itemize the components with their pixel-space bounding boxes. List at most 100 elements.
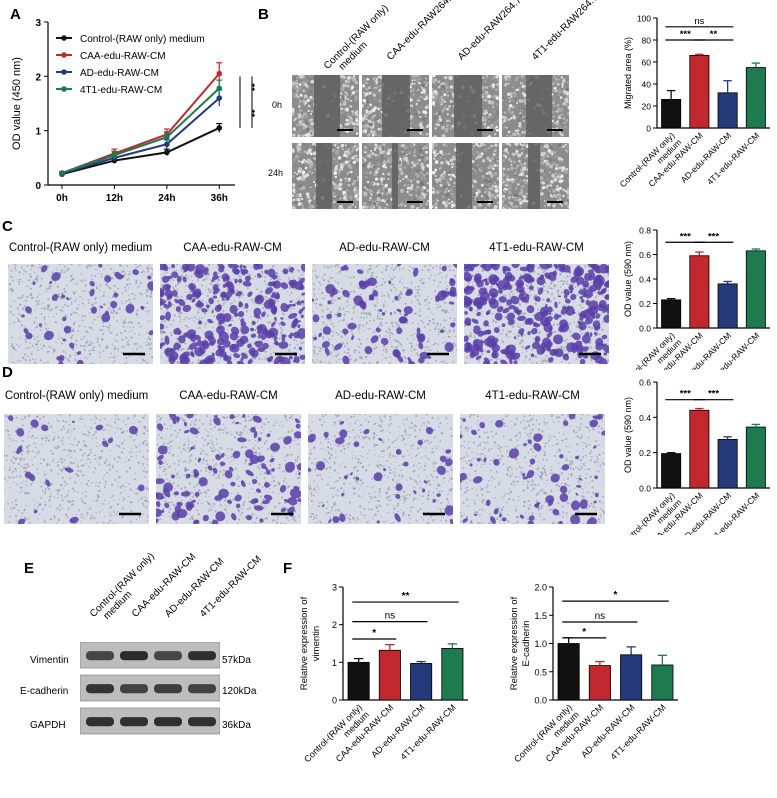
cell-speck	[420, 162, 424, 167]
membrane-pore	[204, 289, 207, 291]
membrane-pore	[152, 329, 153, 331]
stained-cell	[182, 304, 192, 313]
membrane-pore	[60, 309, 64, 312]
cell-speck	[367, 150, 371, 154]
membrane-pore	[10, 275, 13, 278]
cell-speck	[307, 159, 312, 163]
stained-cell	[160, 298, 166, 305]
cell-speck	[301, 81, 305, 85]
cell-speck	[449, 158, 454, 163]
cell-speck	[362, 170, 365, 174]
membrane-pore	[381, 271, 384, 274]
cell-speck	[351, 110, 354, 113]
stained-cell	[290, 279, 298, 289]
cell-speck	[540, 192, 544, 196]
membrane-pore	[22, 294, 24, 296]
membrane-pore	[209, 304, 212, 307]
membrane-pore	[99, 284, 102, 287]
membrane-pore	[43, 362, 46, 364]
membrane-pore	[110, 310, 112, 312]
membrane-pore	[321, 297, 324, 300]
a-data-point	[59, 170, 65, 176]
cell-speck	[367, 143, 372, 146]
cell-speck	[563, 199, 567, 203]
stained-cell	[89, 280, 95, 287]
cell-speck	[514, 184, 518, 188]
membrane-pore	[358, 338, 360, 340]
membrane-pore	[240, 325, 243, 328]
membrane-pore	[365, 321, 368, 324]
membrane-pore	[413, 312, 416, 315]
cell-speck	[541, 147, 544, 150]
cell-speck	[344, 91, 347, 94]
membrane-pore	[197, 279, 199, 282]
membrane-pore	[369, 264, 371, 267]
membrane-pore	[296, 269, 299, 272]
membrane-pore	[376, 297, 379, 300]
membrane-pore	[81, 319, 84, 322]
membrane-pore	[315, 297, 319, 301]
cell-speck	[412, 93, 416, 97]
c-caption-0: Control-(RAW only) medium	[8, 242, 153, 254]
cell-speck	[406, 186, 410, 190]
cell-speck	[432, 202, 435, 205]
cell-speck	[309, 112, 313, 115]
cell-speck	[547, 192, 551, 196]
membrane-pore	[63, 288, 66, 291]
membrane-pore	[439, 305, 442, 308]
membrane-pore	[416, 298, 419, 301]
cell-speck	[298, 120, 303, 124]
membrane-pore	[103, 291, 105, 294]
membrane-pore	[384, 357, 387, 360]
membrane-pore	[272, 265, 275, 268]
stained-cell	[61, 294, 66, 299]
membrane-pore	[145, 332, 148, 335]
membrane-pore	[357, 326, 360, 330]
membrane-pore	[210, 279, 212, 281]
membrane-pore	[118, 307, 121, 310]
stained-cell	[263, 299, 274, 309]
stained-cell	[289, 267, 295, 273]
cell-speck	[441, 98, 445, 102]
stained-cell	[237, 311, 245, 318]
membrane-pore	[265, 286, 268, 289]
cell-speck	[522, 178, 526, 182]
membrane-pore	[30, 329, 32, 331]
membrane-pore	[313, 302, 315, 304]
cell-speck	[297, 169, 302, 174]
membrane-pore	[177, 311, 180, 314]
cell-speck	[399, 202, 404, 207]
membrane-pore	[121, 302, 123, 304]
a-data-point	[164, 134, 170, 140]
membrane-pore	[264, 298, 266, 301]
cell-speck	[503, 171, 507, 175]
cell-speck	[400, 191, 403, 193]
cell-speck	[485, 99, 488, 102]
membrane-pore	[96, 287, 99, 290]
stained-cell	[148, 330, 153, 336]
membrane-pore	[9, 310, 12, 313]
cell-speck	[344, 79, 349, 84]
cell-speck	[552, 206, 555, 209]
cell-speck	[355, 89, 359, 93]
cell-speck	[362, 103, 364, 108]
membrane-pore	[210, 289, 213, 292]
cell-speck	[422, 147, 425, 150]
membrane-pore	[99, 296, 102, 298]
scratch-image-0h	[432, 75, 499, 137]
cell-speck	[296, 91, 298, 93]
cell-speck	[450, 188, 453, 191]
cell-speck	[381, 154, 384, 158]
cell-speck	[331, 164, 335, 167]
cell-speck	[511, 165, 513, 167]
membrane-pore	[365, 323, 367, 325]
membrane-pore	[148, 343, 151, 346]
a-legend-marker	[61, 35, 67, 41]
membrane-pore	[437, 333, 440, 336]
stained-cell	[65, 297, 70, 301]
membrane-pore	[385, 321, 388, 324]
membrane-pore	[128, 355, 131, 357]
membrane-pore	[453, 274, 457, 278]
y-tick-label: 100	[637, 14, 651, 24]
